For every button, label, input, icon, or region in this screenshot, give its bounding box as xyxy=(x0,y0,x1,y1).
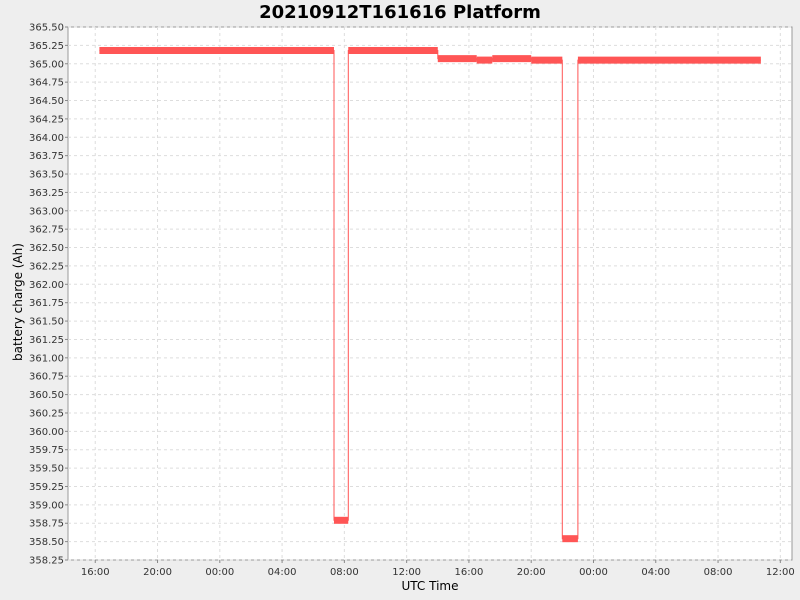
y-tick-label: 359.50 xyxy=(29,464,64,475)
y-tick-label: 359.25 xyxy=(29,482,64,493)
y-tick-label: 359.75 xyxy=(29,445,64,456)
y-tick-label: 364.25 xyxy=(29,114,64,125)
x-tick-label: 12:00 xyxy=(766,567,795,578)
y-tick-label: 360.75 xyxy=(29,372,64,383)
chart-title: 20210912T161616 Platform xyxy=(259,2,541,23)
y-tick-label: 365.00 xyxy=(29,59,64,70)
x-tick-label: 16:00 xyxy=(455,567,484,578)
y-tick-label: 361.50 xyxy=(29,317,64,328)
y-tick-label: 361.25 xyxy=(29,335,64,346)
y-axis-label: battery charge (Ah) xyxy=(11,243,25,361)
y-tick-label: 364.75 xyxy=(29,78,64,89)
y-tick-label: 363.00 xyxy=(29,206,64,217)
y-tick-label: 362.25 xyxy=(29,261,64,272)
y-tick-label: 360.50 xyxy=(29,390,64,401)
x-tick-label: 20:00 xyxy=(143,567,172,578)
y-tick-label: 361.00 xyxy=(29,353,64,364)
y-tick-label: 361.75 xyxy=(29,298,64,309)
y-tick-label: 364.50 xyxy=(29,96,64,107)
plot-area xyxy=(67,26,793,561)
y-tick-label: 365.50 xyxy=(29,23,64,34)
y-tick-label: 363.75 xyxy=(29,151,64,162)
y-tick-label: 360.25 xyxy=(29,408,64,419)
x-tick-label: 08:00 xyxy=(704,567,733,578)
y-tick-label: 358.25 xyxy=(29,556,64,567)
x-tick-label: 00:00 xyxy=(579,567,608,578)
y-axis: 358.25 358.50 358.75 359.00 359.25 359.50 359.… xyxy=(29,23,68,567)
x-tick-label: 00:00 xyxy=(205,567,234,578)
y-tick-label: 362.00 xyxy=(29,280,64,291)
x-tick-label: 04:00 xyxy=(641,567,670,578)
y-tick-label: 365.25 xyxy=(29,41,64,52)
x-tick-label: 16:00 xyxy=(81,567,110,578)
x-tick-label: 20:00 xyxy=(517,567,546,578)
y-tick-label: 364.00 xyxy=(29,133,64,144)
y-tick-label: 362.75 xyxy=(29,225,64,236)
grid xyxy=(68,26,792,561)
x-axis: 16:00 20:00 00:00 04:00 08:00 12:00 16:00 20:00… xyxy=(81,560,795,578)
x-tick-label: 04:00 xyxy=(268,567,297,578)
x-axis-label: UTC Time xyxy=(402,579,459,593)
y-tick-label: 363.50 xyxy=(29,170,64,181)
y-tick-label: 358.50 xyxy=(29,537,64,548)
y-tick-label: 360.00 xyxy=(29,427,64,438)
y-tick-label: 358.75 xyxy=(29,519,64,530)
x-tick-label: 08:00 xyxy=(330,567,359,578)
y-tick-label: 363.25 xyxy=(29,188,64,199)
x-tick-label: 12:00 xyxy=(392,567,421,578)
y-tick-label: 359.00 xyxy=(29,500,64,511)
y-tick-label: 362.50 xyxy=(29,243,64,254)
series-layer xyxy=(99,47,761,543)
